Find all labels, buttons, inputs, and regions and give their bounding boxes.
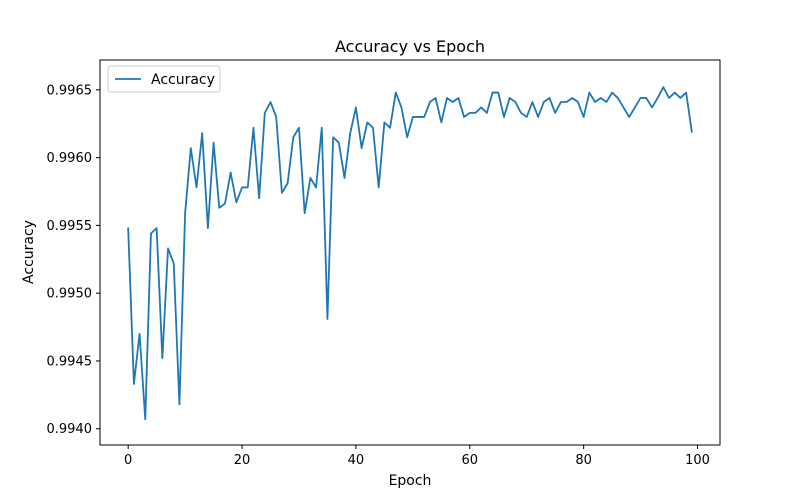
legend: Accuracy	[107, 65, 221, 93]
x-tick-label: 60	[462, 453, 479, 468]
series-group	[127, 86, 693, 421]
series-line-accuracy	[127, 86, 693, 421]
x-axis-ticks: 0 20 40 60 80 100	[124, 445, 710, 468]
x-tick-label: 100	[685, 453, 710, 468]
y-tick-label: 0.9940	[47, 422, 93, 437]
chart-title: Accuracy vs Epoch	[335, 37, 485, 56]
y-axis-ticks: 0.9940 0.9945 0.9950 0.9955 0.9960 0.9965	[47, 83, 100, 437]
y-axis-label: Accuracy	[21, 220, 37, 284]
y-tick-label: 0.9945	[47, 354, 93, 369]
x-tick-label: 80	[575, 453, 592, 468]
y-tick-label: 0.9955	[47, 219, 93, 234]
y-tick-label: 0.9950	[47, 287, 93, 302]
y-tick-label: 0.9965	[47, 83, 93, 98]
plot-frame	[99, 59, 721, 446]
legend-box	[107, 65, 221, 93]
y-tick-label: 0.9960	[47, 151, 93, 166]
x-tick-label: 20	[234, 453, 251, 468]
x-tick-label: 40	[348, 453, 365, 468]
x-tick-label: 0	[124, 453, 132, 468]
x-axis-label: Epoch	[389, 473, 432, 489]
legend-label: Accuracy	[151, 72, 215, 88]
